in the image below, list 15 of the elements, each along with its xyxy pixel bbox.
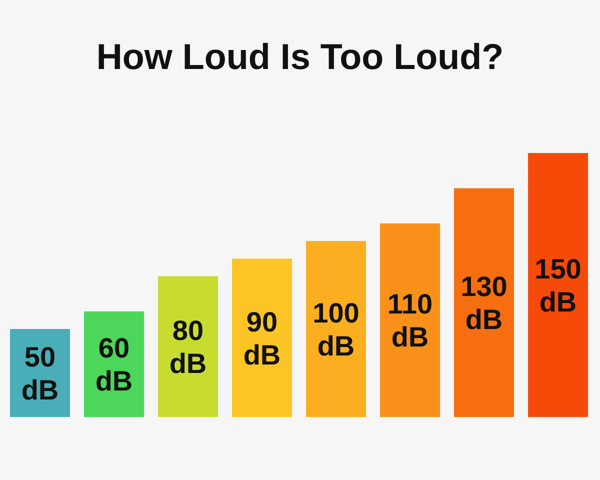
data-label: 130 dB xyxy=(460,270,508,335)
data-label: 150 dB xyxy=(534,253,582,317)
data-label: 60 dB xyxy=(95,332,133,396)
data-label: 110 dB xyxy=(387,288,433,352)
bar xyxy=(454,188,514,417)
data-label: 100 dB xyxy=(312,297,360,361)
data-label: 90 dB xyxy=(243,306,281,370)
data-label: 50 dB xyxy=(21,341,59,405)
chart-title: How Loud Is Too Loud? xyxy=(95,36,505,78)
data-label: 80 dB xyxy=(169,314,207,379)
bar xyxy=(306,241,366,417)
bar xyxy=(528,153,588,417)
bar xyxy=(232,258,292,417)
bar xyxy=(158,276,218,417)
bar xyxy=(380,223,440,417)
